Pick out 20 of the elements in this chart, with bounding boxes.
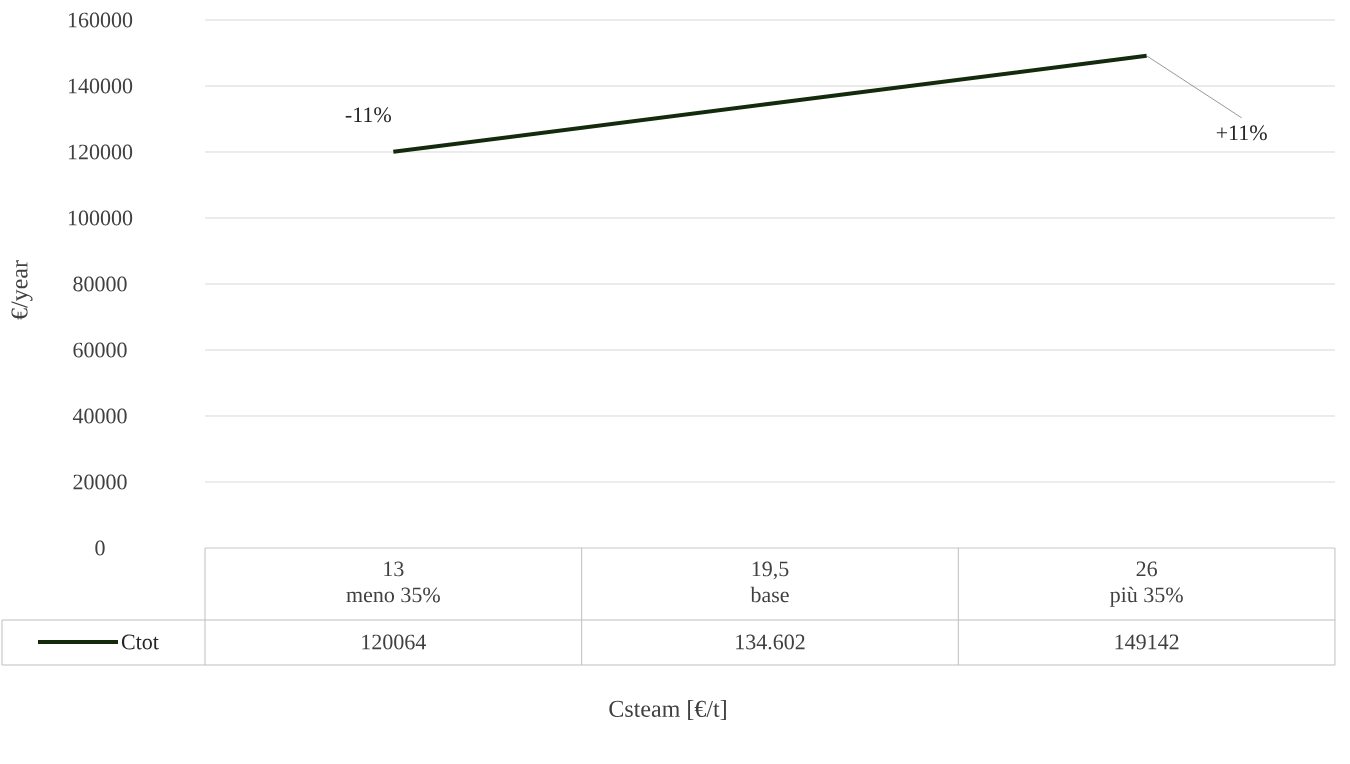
x-tick-label: 19,5 base — [750, 561, 789, 603]
y-tick-label: 100000 — [68, 210, 133, 226]
x-tick-label: 26 più 35% — [1110, 561, 1183, 607]
y-tick-label: 140000 — [68, 78, 133, 94]
x-tick-label: 13 meno 35% — [346, 561, 440, 603]
y-tick-label: 40000 — [72, 408, 127, 424]
data-label: 134.602 — [736, 634, 805, 650]
data-label: 149142 — [1115, 634, 1179, 650]
y-tick-label: 160000 — [68, 12, 133, 28]
annotation: +11% — [1216, 125, 1267, 141]
data-label: 120064 — [362, 634, 426, 650]
y-tick-label: 20000 — [73, 474, 127, 490]
y-tick-label: 80000 — [73, 276, 127, 292]
annotation: -11% — [345, 107, 391, 123]
y-tick-label: 60000 — [73, 342, 127, 358]
y-tick-label: 120000 — [68, 144, 133, 160]
y-tick-label: 0 — [95, 540, 105, 556]
legend-label: Ctot — [121, 634, 159, 650]
y-axis-title: €/year — [11, 260, 33, 320]
x-axis-title: Csteam [€/t] — [609, 700, 726, 720]
